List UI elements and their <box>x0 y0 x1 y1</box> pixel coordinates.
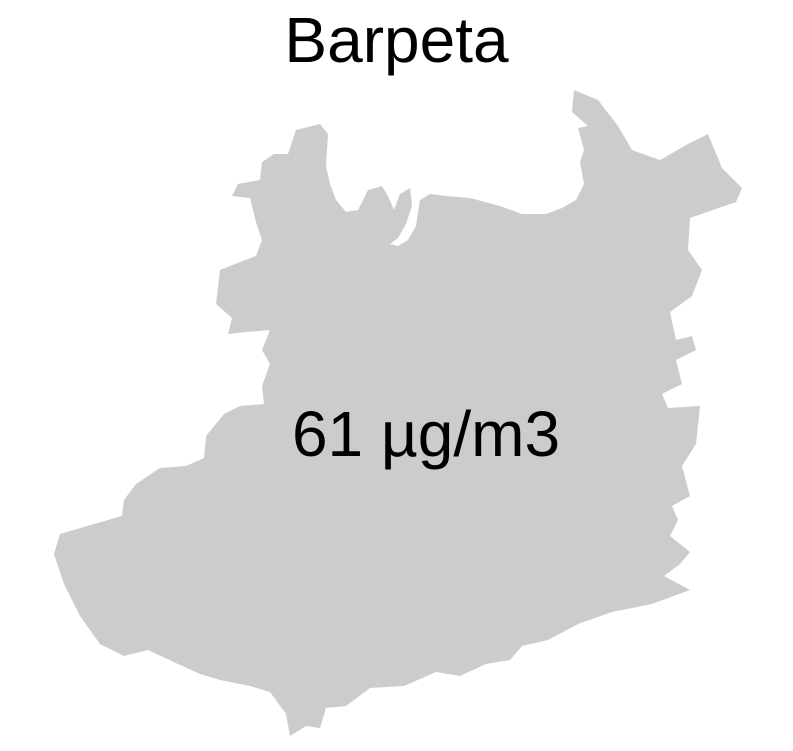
pollution-value-label: 61 µg/m3 <box>291 398 561 470</box>
map-title: Barpeta <box>284 4 509 76</box>
district-shape-barpeta <box>54 90 742 736</box>
